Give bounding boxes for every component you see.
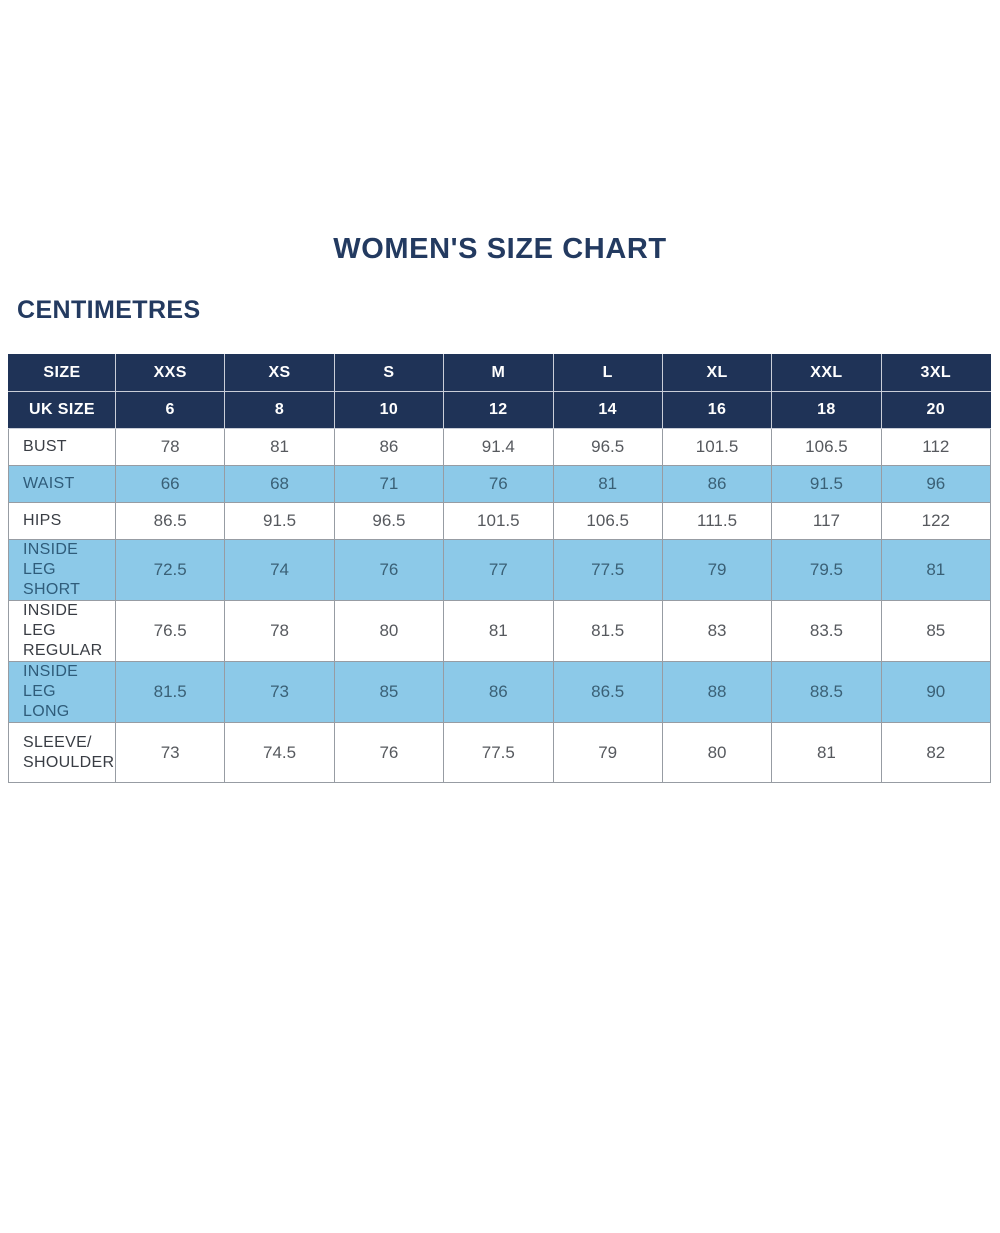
cell-value: 106.5 xyxy=(771,428,882,466)
cell-value: 79 xyxy=(661,539,773,601)
size-chart-table: SIZE XXS XS S M L XL XXL 3XL UK SIZE 6 8… xyxy=(8,354,992,783)
uk-size-value: 16 xyxy=(661,391,773,429)
cell-value: 111.5 xyxy=(661,502,773,540)
table-row-inside-leg-short: INSIDE LEG SHORT 72.5 74 76 77 77.5 79 7… xyxy=(8,539,992,601)
cell-value: 81 xyxy=(224,428,335,466)
cell-value: 86.5 xyxy=(114,502,226,540)
table-row-inside-leg-long: INSIDE LEG LONG 81.5 73 85 86 86.5 88 88… xyxy=(8,661,992,723)
cell-value: 90 xyxy=(880,661,992,723)
cell-value: 86.5 xyxy=(552,661,663,723)
table-row-hips: HIPS 86.5 91.5 96.5 101.5 106.5 111.5 11… xyxy=(8,502,992,540)
cell-value: 91.4 xyxy=(443,428,554,466)
cell-value: 74 xyxy=(224,539,335,601)
cell-value: 81 xyxy=(880,539,992,601)
cell-value: 88 xyxy=(661,661,773,723)
cell-value: 71 xyxy=(333,465,445,503)
cell-value: 77.5 xyxy=(443,722,554,783)
cell-value: 80 xyxy=(333,600,445,662)
cell-value: 86 xyxy=(443,661,554,723)
cell-value: 76.5 xyxy=(114,600,226,662)
table-row-bust: BUST 78 81 86 91.4 96.5 101.5 106.5 112 xyxy=(8,428,992,466)
cell-value: 117 xyxy=(771,502,882,540)
cell-value: 78 xyxy=(114,428,226,466)
cell-value: 74.5 xyxy=(224,722,335,783)
table-row-waist: WAIST 66 68 71 76 81 86 91.5 96 xyxy=(8,465,992,503)
cell-value: 96.5 xyxy=(333,502,445,540)
cell-value: 76 xyxy=(333,539,445,601)
row-label: HIPS xyxy=(8,502,116,540)
cell-value: 96.5 xyxy=(552,428,663,466)
size-col-xxs: XXS xyxy=(114,354,226,392)
cell-value: 77.5 xyxy=(552,539,663,601)
size-col-l: L xyxy=(552,354,663,392)
cell-value: 72.5 xyxy=(114,539,226,601)
row-label: INSIDE LEG LONG xyxy=(8,661,116,723)
cell-value: 101.5 xyxy=(661,428,773,466)
cell-value: 85 xyxy=(333,661,445,723)
row-label: BUST xyxy=(8,428,116,466)
cell-value: 82 xyxy=(880,722,992,783)
cell-value: 66 xyxy=(114,465,226,503)
size-col-m: M xyxy=(443,354,554,392)
cell-value: 86 xyxy=(661,465,773,503)
cell-value: 76 xyxy=(333,722,445,783)
cell-value: 112 xyxy=(880,428,992,466)
uk-size-value: 6 xyxy=(114,391,226,429)
cell-value: 81 xyxy=(552,465,663,503)
uk-size-value: 20 xyxy=(880,391,992,429)
cell-value: 122 xyxy=(880,502,992,540)
size-header-label: SIZE xyxy=(8,354,116,392)
unit-heading: CENTIMETRES xyxy=(17,296,201,324)
cell-value: 91.5 xyxy=(224,502,335,540)
cell-value: 81 xyxy=(443,600,554,662)
row-label: INSIDE LEG SHORT xyxy=(8,539,116,601)
size-col-3xl: 3XL xyxy=(880,354,992,392)
uk-size-value: 8 xyxy=(224,391,335,429)
cell-value: 96 xyxy=(880,465,992,503)
cell-value: 73 xyxy=(224,661,335,723)
cell-value: 78 xyxy=(224,600,335,662)
table-row-sleeve-shoulder: SLEEVE/ SHOULDER 73 74.5 76 77.5 79 80 8… xyxy=(8,722,992,783)
cell-value: 68 xyxy=(224,465,335,503)
cell-value: 91.5 xyxy=(771,465,882,503)
row-label: INSIDE LEG REGULAR xyxy=(8,600,116,662)
cell-value: 77 xyxy=(443,539,554,601)
cell-value: 83.5 xyxy=(771,600,882,662)
size-header-row: SIZE XXS XS S M L XL XXL 3XL xyxy=(8,354,992,392)
cell-value: 73 xyxy=(114,722,226,783)
size-col-xxl: XXL xyxy=(771,354,882,392)
cell-value: 106.5 xyxy=(552,502,663,540)
cell-value: 86 xyxy=(333,428,445,466)
cell-value: 80 xyxy=(661,722,773,783)
page: WOMEN'S SIZE CHART CENTIMETRES SIZE XXS … xyxy=(0,233,1000,1233)
table-row-inside-leg-regular: INSIDE LEG REGULAR 76.5 78 80 81 81.5 83… xyxy=(8,600,992,662)
cell-value: 81.5 xyxy=(114,661,226,723)
cell-value: 101.5 xyxy=(443,502,554,540)
cell-value: 79.5 xyxy=(771,539,882,601)
size-col-xs: XS xyxy=(224,354,335,392)
row-label: WAIST xyxy=(8,465,116,503)
uk-size-value: 12 xyxy=(443,391,554,429)
cell-value: 88.5 xyxy=(771,661,882,723)
cell-value: 83 xyxy=(661,600,773,662)
cell-value: 81 xyxy=(771,722,882,783)
cell-value: 85 xyxy=(880,600,992,662)
row-label: SLEEVE/ SHOULDER xyxy=(8,722,116,783)
cell-value: 81.5 xyxy=(552,600,663,662)
uk-size-value: 18 xyxy=(771,391,882,429)
page-title: WOMEN'S SIZE CHART xyxy=(333,233,667,265)
uk-size-value: 14 xyxy=(552,391,663,429)
size-col-s: S xyxy=(333,354,445,392)
uk-size-label: UK SIZE xyxy=(8,391,116,429)
uk-size-row: UK SIZE 6 8 10 12 14 16 18 20 xyxy=(8,391,992,429)
cell-value: 79 xyxy=(552,722,663,783)
size-col-xl: XL xyxy=(661,354,773,392)
cell-value: 76 xyxy=(443,465,554,503)
uk-size-value: 10 xyxy=(333,391,445,429)
